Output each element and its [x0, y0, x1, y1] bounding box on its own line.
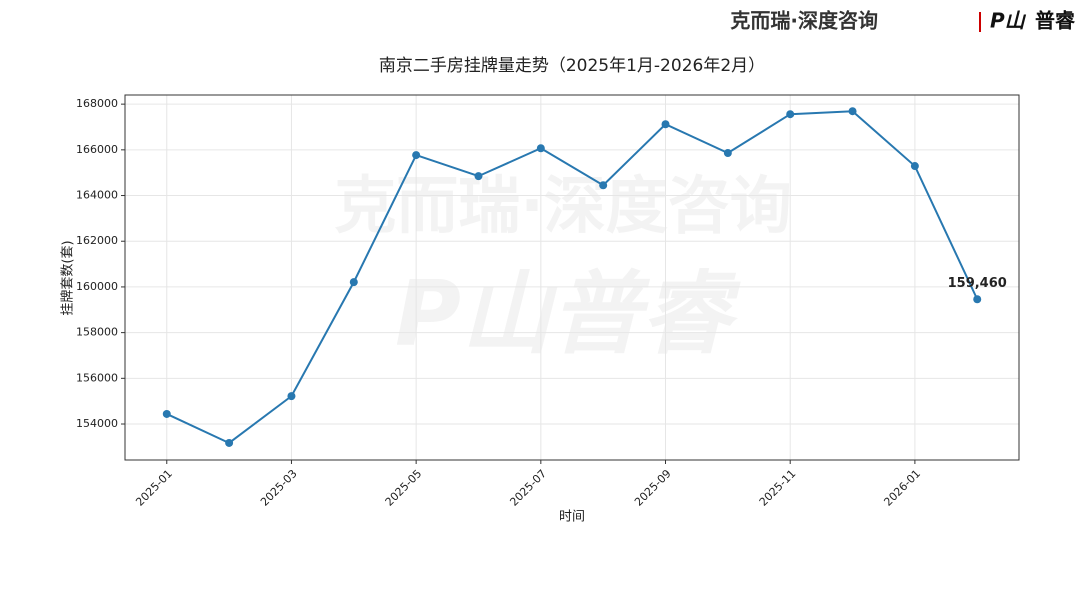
- y-tick-label: 168000: [76, 97, 118, 110]
- x-tick-label: 2025-03: [258, 467, 300, 509]
- point: [412, 151, 421, 160]
- line: [166, 110, 979, 445]
- data-label: 159,460: [948, 276, 1007, 291]
- y-axis-label: 挂牌套数(套): [60, 240, 76, 315]
- x-tick-label: 2025-05: [383, 467, 425, 509]
- point: [723, 149, 732, 158]
- y-tick-label: 164000: [76, 189, 118, 202]
- y-tick-label: 162000: [76, 234, 118, 247]
- y-tick-label: 156000: [76, 371, 118, 384]
- y-tick-label: 158000: [76, 326, 118, 339]
- brand-left: 克而瑞·深度咨询: [730, 9, 878, 33]
- point: [661, 120, 670, 129]
- brand-right: 普睿: [1035, 9, 1076, 33]
- watermark: P山普睿: [395, 262, 741, 367]
- point: [848, 107, 857, 116]
- point: [536, 144, 545, 153]
- point: [910, 162, 919, 171]
- x-tick-label: 2025-09: [632, 467, 674, 509]
- x-tick-label: 2025-01: [133, 467, 175, 509]
- point: [474, 172, 483, 181]
- x-tick-label: 2026-01: [881, 467, 923, 509]
- point: [225, 438, 234, 447]
- x-tick-label: 2025-07: [507, 467, 549, 509]
- point: [973, 295, 982, 304]
- y-tick-label: 166000: [76, 143, 118, 156]
- x-tick-label: 2025-11: [757, 467, 799, 509]
- y-tick-label: 154000: [76, 417, 118, 430]
- point: [287, 392, 296, 401]
- point: [349, 278, 358, 287]
- x-axis-label: 时间: [559, 510, 585, 525]
- plot-frame: [124, 94, 1020, 461]
- chart-title: 南京二手房挂牌量走势（2025年1月-2026年2月）: [379, 56, 765, 76]
- point: [599, 181, 608, 190]
- point: [786, 110, 795, 119]
- brand-logo: P山: [990, 9, 1027, 33]
- watermark: 克而瑞·深度咨询: [334, 169, 792, 242]
- point: [162, 409, 171, 418]
- y-tick-label: 160000: [76, 280, 118, 293]
